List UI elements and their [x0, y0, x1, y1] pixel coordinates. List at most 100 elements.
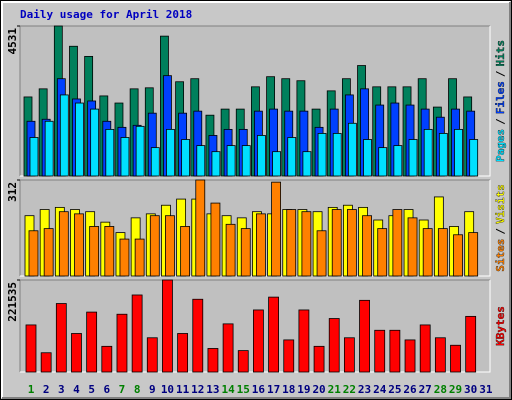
bar	[59, 94, 69, 177]
bar	[316, 230, 327, 277]
bar	[328, 318, 340, 373]
bar	[28, 230, 39, 277]
x-tick-label: 30	[464, 383, 477, 396]
bar	[29, 137, 39, 177]
x-tick-label: 9	[149, 383, 156, 396]
bar	[104, 226, 115, 277]
bar	[146, 337, 158, 373]
x-tick-label: 16	[252, 383, 266, 396]
y-tick-label: 4531	[6, 28, 19, 55]
bar	[89, 226, 100, 277]
bar	[165, 215, 175, 277]
bar	[468, 232, 479, 277]
bar	[116, 313, 128, 373]
bar	[58, 211, 69, 277]
bar	[437, 228, 448, 277]
bar	[180, 226, 191, 277]
x-tick-label: 5	[88, 383, 95, 396]
bar	[389, 329, 401, 373]
bar	[438, 133, 448, 177]
x-tick-label: 7	[119, 383, 126, 396]
x-tick-label: 17	[267, 383, 280, 396]
bar	[134, 238, 145, 277]
bar	[241, 145, 251, 177]
bar	[166, 128, 175, 177]
bar	[131, 294, 143, 373]
bar	[181, 139, 191, 177]
bar	[222, 323, 234, 373]
bar	[362, 215, 372, 277]
legend-entry: Hits	[494, 40, 507, 67]
bar	[237, 350, 249, 373]
y-tick-label: 312	[6, 182, 19, 202]
x-tick-label: 3	[58, 383, 65, 396]
legend-entry: Pages	[494, 129, 507, 162]
legend-separator: /	[494, 118, 507, 125]
bar	[454, 128, 463, 177]
bar	[313, 345, 325, 373]
legend: Sites / Visits	[494, 184, 507, 272]
bar	[272, 151, 281, 177]
bar	[43, 228, 54, 277]
bar	[86, 311, 98, 373]
x-tick-label: 10	[161, 383, 174, 396]
bar	[283, 339, 295, 373]
bar	[407, 217, 418, 277]
bar	[240, 228, 251, 277]
bar	[363, 139, 372, 177]
chart-title: Daily usage for April 2018	[20, 8, 192, 21]
bar	[408, 139, 418, 177]
bar	[253, 309, 264, 373]
bar	[210, 202, 221, 277]
x-tick-label: 13	[206, 383, 219, 396]
bar	[71, 333, 82, 373]
x-tick-label: 31	[479, 383, 493, 396]
bar	[101, 345, 113, 373]
legend-entry: KBytes	[494, 306, 507, 346]
bar	[359, 299, 370, 373]
bar	[332, 133, 342, 177]
bar	[150, 147, 160, 177]
x-tick-label: 1	[28, 383, 35, 396]
bar	[422, 228, 433, 277]
bar	[347, 122, 357, 177]
legend-entry: Visits	[494, 184, 507, 224]
bar	[392, 209, 403, 277]
bar	[226, 145, 236, 177]
bar	[423, 128, 433, 177]
x-tick-label: 14	[221, 383, 235, 396]
bar	[404, 339, 416, 373]
x-tick-label: 21	[328, 383, 342, 396]
bar	[149, 215, 160, 277]
bar	[465, 315, 477, 373]
x-tick-label: 29	[449, 383, 462, 396]
x-tick-label: 24	[373, 383, 387, 396]
bar	[120, 137, 130, 177]
x-tick-label: 18	[282, 383, 295, 396]
x-tick-label: 22	[343, 383, 356, 396]
y-tick-label: 221535	[6, 282, 19, 322]
bar	[453, 234, 463, 277]
bar	[268, 296, 279, 373]
bar	[119, 238, 130, 277]
bar	[74, 213, 84, 277]
legend: Pages / Files / Hits	[494, 40, 507, 162]
bar	[211, 151, 221, 177]
bar	[105, 128, 115, 177]
x-tick-label: 2	[43, 383, 50, 396]
bar	[177, 333, 189, 373]
panel-bevel	[20, 280, 491, 373]
x-tick-label: 4	[73, 383, 80, 396]
x-tick-label: 23	[358, 383, 371, 396]
bar	[286, 209, 297, 277]
bar	[196, 145, 206, 177]
legend-separator: /	[494, 228, 507, 235]
bar	[302, 151, 312, 177]
x-tick-label: 25	[388, 383, 401, 396]
x-tick-label: 8	[134, 383, 141, 396]
x-tick-label: 26	[403, 383, 417, 396]
bar	[331, 209, 342, 277]
bar	[271, 181, 281, 277]
bar	[346, 209, 357, 277]
x-tick-label: 28	[434, 383, 447, 396]
